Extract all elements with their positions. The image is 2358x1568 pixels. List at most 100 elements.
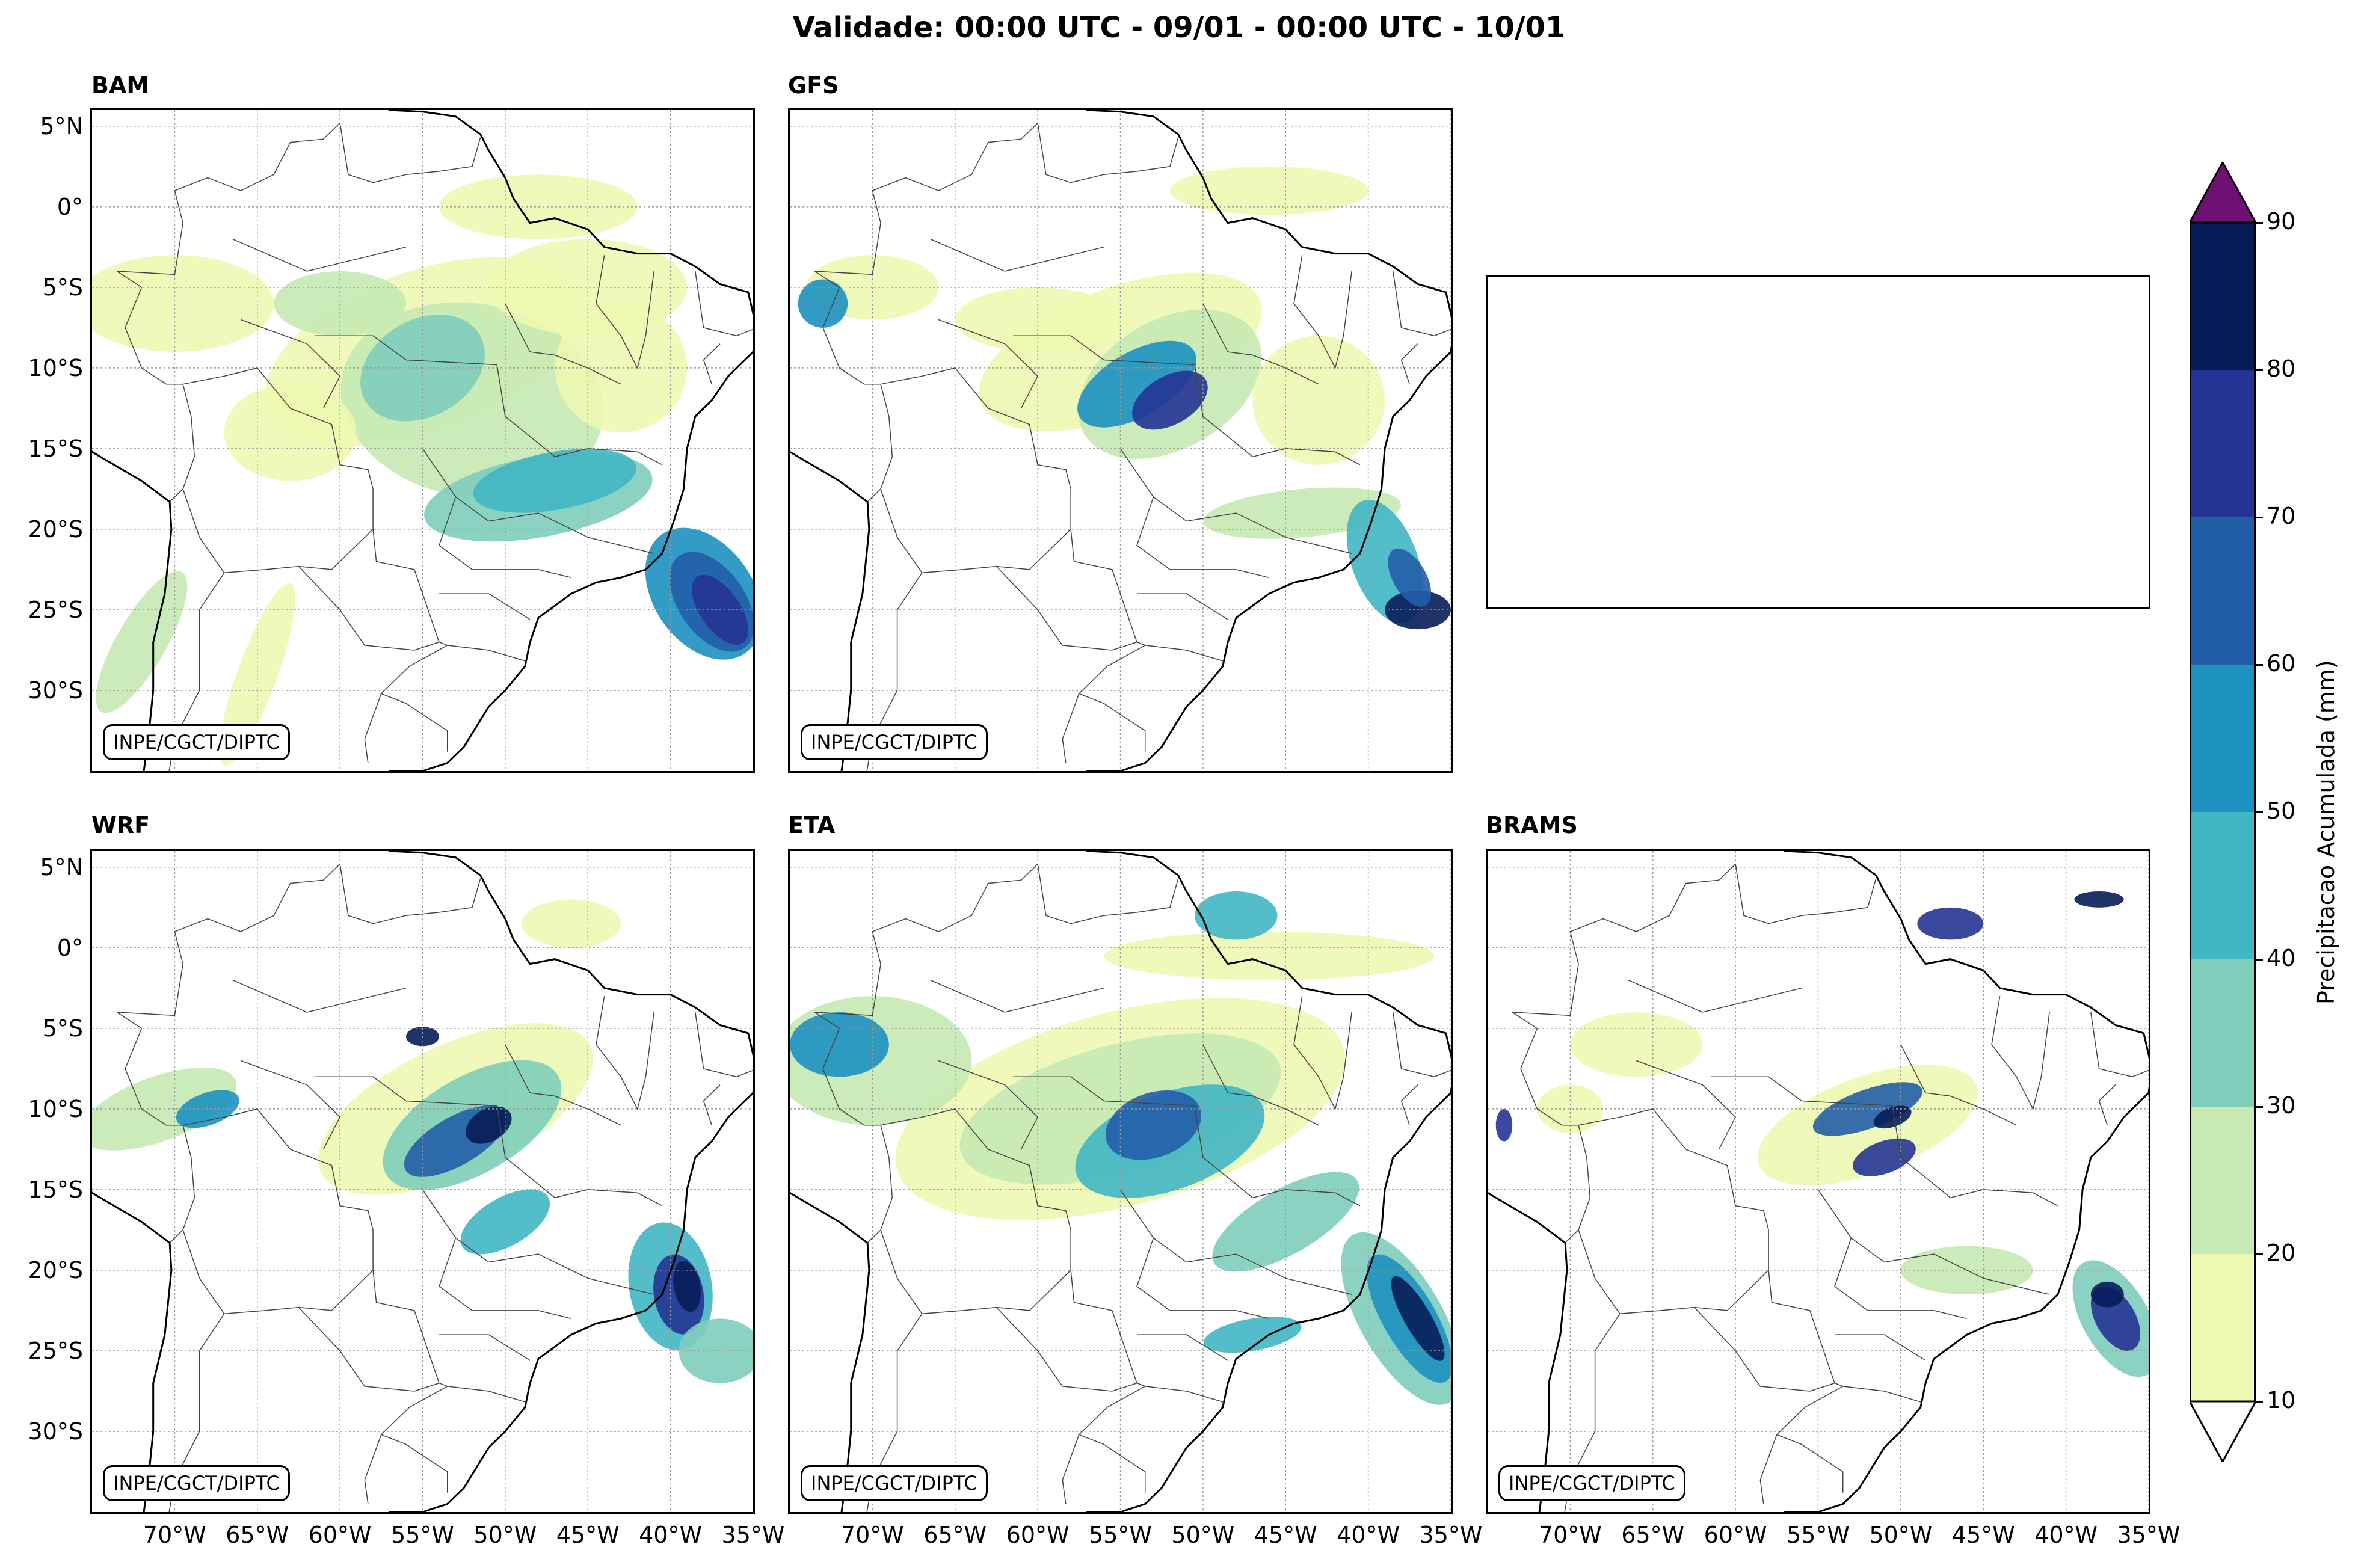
map-canvas <box>790 110 1451 771</box>
border-line <box>596 255 654 370</box>
colorbar-label: Precipitacao Acumulada (mm) <box>2313 660 2339 1004</box>
coastline <box>92 110 753 771</box>
map-panel-brams: INPE/CGCT/DIPTC <box>1486 849 2150 1514</box>
border-line <box>695 1012 753 1078</box>
lat-tick-label: 0° <box>57 934 83 961</box>
precip-area <box>1203 1317 1302 1353</box>
border-line <box>1817 1189 1967 1320</box>
precip-area <box>176 1090 239 1128</box>
border-line <box>1900 1044 2017 1126</box>
lon-tick-label: 35°W <box>1419 1522 1483 1548</box>
lon-tick-label: 35°W <box>721 1522 785 1548</box>
precip-area <box>1388 548 1432 607</box>
border-line <box>703 1084 721 1125</box>
precip-area <box>555 303 688 433</box>
lat-tick-label: 15°S <box>28 1176 83 1203</box>
border-line <box>996 529 1137 651</box>
border-line <box>930 238 1104 272</box>
border-line <box>1735 864 1877 924</box>
border-line <box>814 863 1038 1016</box>
lon-tick-label: 65°W <box>226 1522 289 1548</box>
border-line <box>1119 448 1269 579</box>
border-line <box>439 1334 531 1361</box>
lat-tick-label: 20°S <box>28 1256 83 1284</box>
colorbar-tick-mark <box>2256 1105 2263 1108</box>
lon-tick-label: 55°W <box>1089 1522 1152 1548</box>
empty-panel-box <box>1486 275 2150 609</box>
border-line <box>814 122 1038 275</box>
border-line <box>1578 1108 1769 1315</box>
precip-area <box>1104 932 1435 980</box>
border-line <box>455 1237 654 1295</box>
border-line <box>1710 1076 1802 1102</box>
credit-label: INPE/CGCT/DIPTC <box>1498 1465 1685 1501</box>
colorbar-segment <box>2190 517 2256 665</box>
border-line <box>182 1108 374 1315</box>
border-line <box>116 271 195 502</box>
colorbar-segment <box>2190 812 2256 959</box>
precip-area <box>1077 340 1196 428</box>
colorbar-segment <box>2190 665 2256 812</box>
lat-tick-label: 5°S <box>42 1015 83 1042</box>
precip-area <box>2090 1281 2124 1308</box>
border-line <box>1393 271 1451 337</box>
border-line <box>1293 255 1352 370</box>
precip-area <box>1495 1108 1513 1142</box>
lat-tick-label: 15°S <box>28 435 83 462</box>
colorbar-tick-mark <box>2256 1400 2263 1403</box>
border-line <box>1759 1434 1778 1504</box>
panel-title-gfs: GFS <box>788 72 839 99</box>
precip-area <box>466 1106 512 1144</box>
border-line <box>2098 1084 2116 1125</box>
lat-tick-label: 30°S <box>28 1418 83 1445</box>
precip-area <box>1873 1105 1912 1129</box>
border-line <box>364 693 382 763</box>
lon-tick-label: 35°W <box>2117 1522 2181 1548</box>
lat-tick-label: 10°S <box>28 1095 83 1122</box>
border-line <box>1512 1012 1591 1243</box>
lon-tick-label: 50°W <box>1869 1522 1933 1548</box>
coastline <box>790 851 1451 1512</box>
border-line <box>315 1076 407 1102</box>
colorbar-tick-label: 80 <box>2267 355 2296 382</box>
precip-area <box>1195 891 1278 940</box>
border-line <box>1293 996 1352 1111</box>
map-canvas <box>92 851 753 1512</box>
border-line <box>455 496 654 554</box>
colorbar-tick-label: 10 <box>2267 1387 2296 1413</box>
precip-area <box>1105 1090 1202 1160</box>
lon-tick-label: 45°W <box>556 1522 620 1548</box>
panel-title-bam: BAM <box>91 72 150 99</box>
precip-area <box>522 899 621 948</box>
precip-area <box>96 571 188 713</box>
border-line <box>1037 123 1179 183</box>
colorbar-segment <box>2190 1107 2256 1254</box>
border-line <box>298 529 440 651</box>
precip-area <box>2074 891 2124 908</box>
border-line <box>1103 1100 1361 1207</box>
border-line <box>1145 645 1225 662</box>
precip-area <box>1169 166 1368 215</box>
lon-tick-label: 65°W <box>923 1522 987 1548</box>
border-line <box>1628 979 1802 1013</box>
lon-tick-label: 55°W <box>391 1522 454 1548</box>
colorbar-outline <box>2190 221 2256 1403</box>
border-line <box>182 367 374 574</box>
precip-area <box>439 174 638 239</box>
border-line <box>315 335 407 361</box>
border-line <box>117 122 340 275</box>
border-line <box>880 367 1071 574</box>
credit-label: INPE/CGCT/DIPTC <box>801 724 988 760</box>
border-line <box>1801 1100 2058 1207</box>
border-line <box>364 1434 382 1504</box>
precip-area <box>1570 1012 1703 1077</box>
border-line <box>1078 641 1147 752</box>
coastline <box>92 851 753 1512</box>
border-line <box>447 1386 527 1403</box>
colorbar-tick-label: 40 <box>2267 945 2296 971</box>
colorbar-over-triangle <box>2190 162 2256 224</box>
lon-tick-label: 70°W <box>1538 1522 1602 1548</box>
lon-tick-label: 40°W <box>1337 1522 1400 1548</box>
border-line <box>1078 1382 1147 1493</box>
border-line <box>596 996 654 1111</box>
